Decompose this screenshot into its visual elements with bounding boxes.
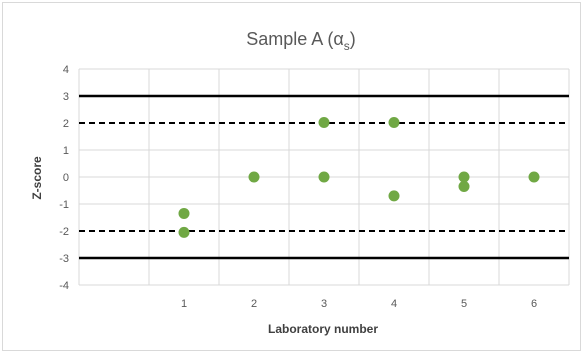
z-score-scatter-chart: Sample A (αs) 4 3 2 1 0 -1 -2 -3 -4 1 2 3 4 5 6 Labor…: [30, 29, 570, 336]
x-tick-label: 4: [391, 298, 397, 310]
x-axis-ticks: 1 2 3 4 5 6: [181, 298, 537, 310]
y-tick-label: 0: [63, 172, 69, 184]
data-point: [318, 116, 330, 128]
data-point: [528, 171, 540, 183]
y-tick-label: -1: [59, 199, 69, 211]
data-point: [318, 171, 330, 183]
y-axis-ticks: 4 3 2 1 0 -1 -2 -3 -4: [59, 64, 69, 292]
data-point: [178, 226, 190, 238]
x-tick-label: 3: [321, 298, 327, 310]
data-point: [388, 190, 400, 202]
y-tick-label: 3: [63, 91, 69, 103]
x-tick-label: 6: [531, 298, 537, 310]
chart-frame: Sample A (αs) 4 3 2 1 0 -1 -2 -3 -4 1 2 3 4 5 6 Labor…: [2, 2, 581, 351]
data-point: [388, 116, 400, 128]
grid-layer: [78, 68, 570, 286]
y-tick-label: -2: [59, 226, 69, 238]
data-points: [178, 116, 540, 238]
y-tick-label: 1: [63, 145, 69, 157]
data-point: [458, 180, 470, 192]
data-point: [248, 171, 260, 183]
x-axis-title: Laboratory number: [268, 322, 378, 336]
x-tick-label: 5: [461, 298, 467, 310]
x-tick-label: 2: [251, 298, 257, 310]
y-tick-label: 4: [63, 64, 69, 76]
data-point: [178, 207, 190, 219]
y-axis-title: Z-score: [30, 156, 44, 200]
data-point: [458, 171, 470, 183]
y-tick-label: -4: [59, 280, 69, 292]
y-tick-label: 2: [63, 118, 69, 130]
x-tick-label: 1: [181, 298, 187, 310]
chart-title: Sample A (αs): [246, 29, 355, 53]
y-tick-label: -3: [59, 253, 69, 265]
